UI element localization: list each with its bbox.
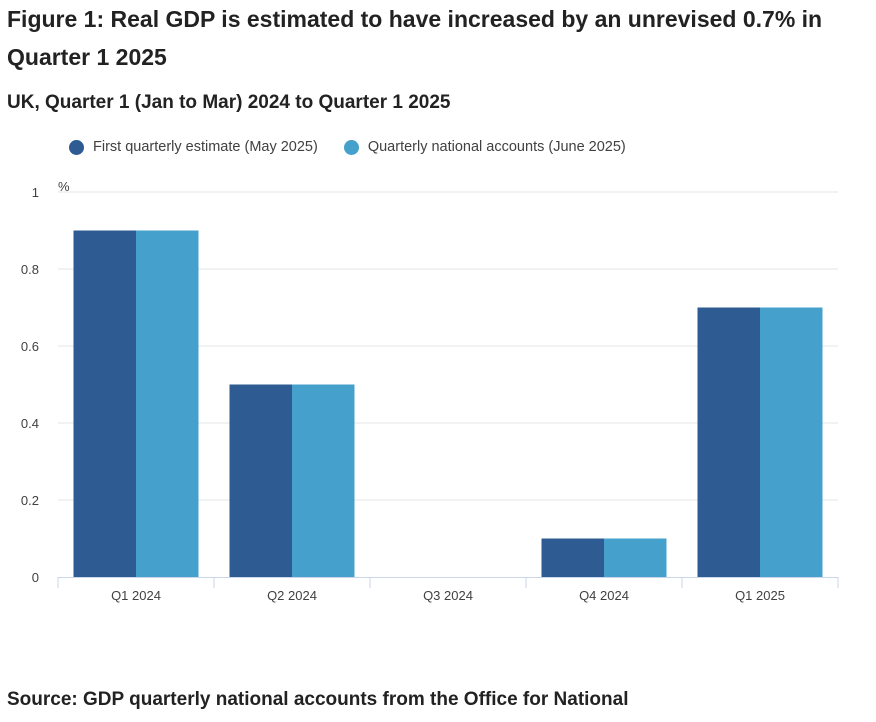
figure-subtitle: UK, Quarter 1 (Jan to Mar) 2024 to Quart… (7, 92, 451, 113)
legend-item-national-accounts[interactable]: Quarterly national accounts (June 2025) (343, 139, 626, 155)
bar-first-estimate (541, 538, 604, 577)
figure-title: Figure 1: Real GDP is estimated to have … (7, 6, 823, 70)
x-tick-label: Q1 2024 (111, 588, 161, 603)
y-tick-label: 0.6 (21, 339, 39, 354)
y-tick-label: 0.8 (21, 262, 39, 277)
bar-first-estimate (229, 384, 292, 577)
bar-national-accounts (760, 307, 823, 577)
bar-chart: 0 0.2 0.4 0.6 0.8 1 % Q1 2024 Q2 2024 Q3 2024 Q4 2… (21, 179, 839, 603)
bar-national-accounts (136, 230, 199, 577)
bar-first-estimate (697, 307, 760, 577)
y-tick-label: 0.2 (21, 493, 39, 508)
y-tick-label: 0 (32, 570, 39, 585)
bar-first-estimate (73, 230, 136, 577)
bar-national-accounts (292, 384, 355, 577)
x-tick-label: Q1 2025 (735, 588, 785, 603)
y-axis-label: % (58, 179, 70, 194)
legend-item-first-estimate[interactable]: First quarterly estimate (May 2025) (69, 139, 318, 155)
source-note: Source: GDP quarterly national accounts … (7, 689, 629, 710)
legend-swatch-first-estimate (69, 139, 84, 155)
y-tick-label: 0.4 (21, 416, 39, 431)
y-tick-label: 1 (32, 185, 39, 200)
x-tick-label: Q4 2024 (579, 588, 629, 603)
x-tick-label: Q3 2024 (423, 588, 473, 603)
bar-national-accounts (604, 538, 667, 577)
chart-legend: First quarterly estimate (May 2025) Quar… (69, 139, 652, 155)
legend-swatch-national-accounts (343, 139, 359, 155)
legend-label-national-accounts: Quarterly national accounts (June 2025) (367, 139, 626, 155)
x-tick-label: Q2 2024 (267, 588, 317, 603)
legend-label-first-estimate: First quarterly estimate (May 2025) (93, 139, 318, 155)
